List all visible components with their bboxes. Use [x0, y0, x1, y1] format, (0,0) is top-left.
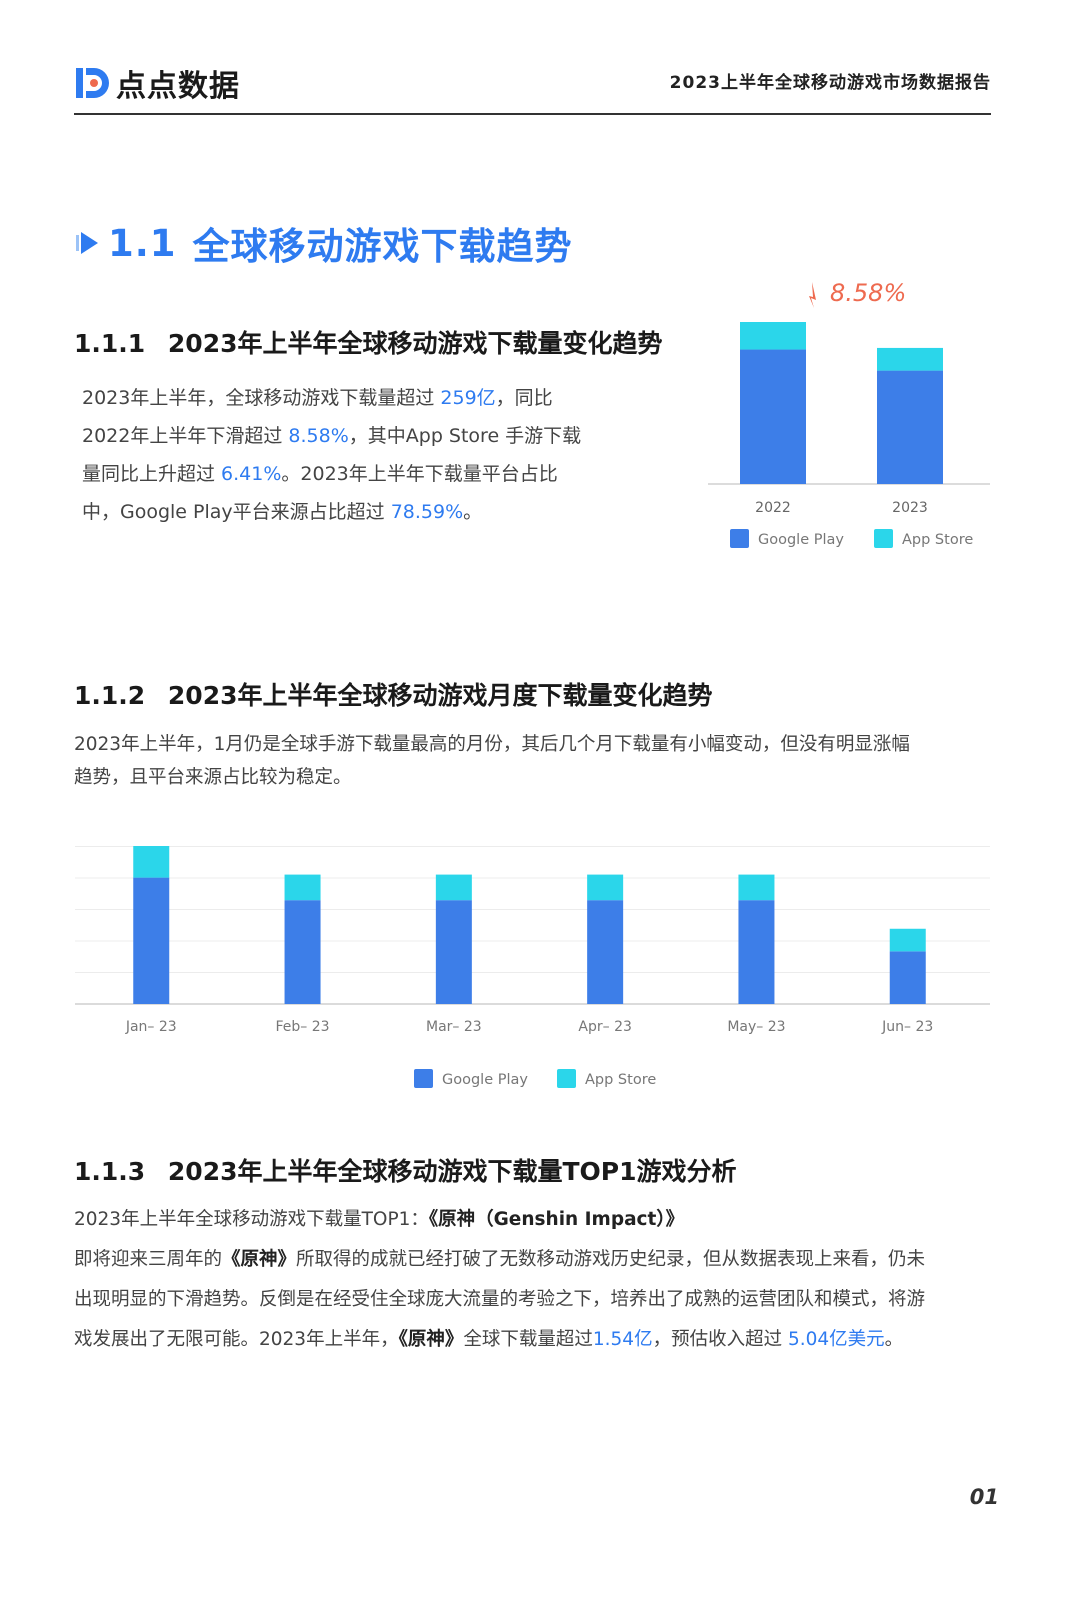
game-title: 《原神》: [222, 1249, 297, 1270]
text-segment: 2023年上半年，全球移动游戏下载量超过: [82, 387, 441, 409]
bar-google-play: [889, 951, 926, 1004]
paragraph-111: 2023年上半年，全球移动游戏下载量超过 259亿，同比 2022年上半年下滑超过…: [82, 379, 662, 531]
text-segment: 中，Google Play平台来源占比超过: [82, 501, 391, 523]
paragraph-line: 量同比上升超过 6.41%。2023年上半年下载量平台占比: [82, 455, 662, 493]
section-heading: 全球移动游戏下载趋势: [192, 225, 573, 268]
paragraph-line: 趋势，且平台来源占比较为稳定。: [74, 767, 352, 788]
paragraph-line: 出现明显的下滑趋势。反倒是在经受住全球庞大流量的考验之下，培养出了成熟的运营团队…: [74, 1280, 1014, 1320]
subsection-number: 1.1.2: [74, 681, 146, 710]
legend-swatch: [730, 529, 749, 548]
logo-text: 点点数据: [116, 69, 240, 104]
legend-label: Google Play: [442, 1072, 528, 1088]
x-tick-label: 2023: [892, 500, 928, 516]
x-tick-label: Jan– 23: [125, 1019, 177, 1035]
text-segment: 。: [884, 1329, 904, 1350]
paragraph-112: 2023年上半年，1月仍是全球手游下载量最高的月份，其后几个月下载量有小幅变动，…: [74, 728, 1004, 794]
bar-google-play: [877, 370, 943, 484]
text-segment: 戏发展出了无限可能。2023年上半年，: [74, 1329, 399, 1350]
text-segment: 。2023年上半年下载量平台占比: [281, 463, 558, 485]
down-arrow-icon: [809, 282, 816, 308]
subsection-title-112: 1.1.2 2023年上半年全球移动游戏月度下载量变化趋势: [74, 676, 713, 712]
legend-swatch: [414, 1069, 433, 1088]
highlight-value: 78.59%: [390, 501, 464, 523]
text-segment: 量同比上升超过: [82, 463, 222, 485]
text-segment: ，同比: [495, 387, 553, 409]
bar-google-play: [738, 900, 775, 1004]
highlight-value: 5.04亿美元: [787, 1329, 885, 1350]
bar-app-store: [889, 928, 926, 952]
logo: 点点数据: [74, 62, 240, 104]
paragraph-line: 中，Google Play平台来源占比超过 78.59%。: [82, 493, 662, 531]
section-title: 1.1 全球移动游戏下载趋势: [76, 216, 573, 270]
subsection-heading: 2023年上半年全球移动游戏下载量TOP1游戏分析: [167, 1157, 737, 1186]
bar-google-play: [435, 900, 472, 1004]
x-tick-label: Feb– 23: [276, 1019, 330, 1035]
highlight-value: 6.41%: [221, 463, 282, 485]
legend-swatch: [557, 1069, 576, 1088]
x-tick-label: Jun– 23: [881, 1019, 933, 1035]
paragraph-line: 戏发展出了无限可能。2023年上半年，《原神》全球下载量超过1.54亿，预估收入…: [74, 1320, 1014, 1360]
page-number: 01: [969, 1485, 999, 1509]
bar-app-store: [738, 874, 775, 901]
paragraph-line: 2023年上半年全球移动游戏下载量TOP1：《原神（Genshin Impact…: [74, 1200, 1014, 1240]
section-number: 1.1: [108, 221, 177, 265]
highlight-value: 8.58%: [288, 425, 349, 447]
text-segment: 。: [463, 501, 483, 523]
legend-label: App Store: [902, 532, 973, 548]
bar-google-play: [133, 877, 170, 1004]
highlight-value: 1.54亿: [592, 1329, 653, 1350]
text-segment: ，预估收入超过: [652, 1329, 788, 1350]
bar-google-play: [284, 900, 321, 1004]
paragraph-line: 2022年上半年下滑超过 8.58%，其中App Store 手游下载: [82, 417, 662, 455]
game-title: 《原神（Genshin Impact）》: [428, 1209, 685, 1230]
logo-icon: [76, 68, 109, 98]
legend-label: App Store: [585, 1072, 656, 1088]
bar-app-store: [133, 846, 170, 878]
bar-app-store: [435, 874, 472, 901]
game-title: 《原神》: [398, 1329, 464, 1350]
play-arrow-icon: [76, 232, 98, 254]
bar-google-play: [740, 349, 806, 484]
bar-app-store: [740, 322, 806, 350]
subsection-heading: 2023年上半年全球移动游戏月度下载量变化趋势: [167, 681, 713, 710]
decline-annotation: 8.58%: [830, 279, 906, 307]
x-tick-label: Apr– 23: [578, 1019, 631, 1035]
legend-label: Google Play: [758, 532, 844, 548]
text-segment: 所取得的成就已经打破了无数移动游戏历史纪录，但从数据表现上来看，仍未: [296, 1249, 926, 1270]
subsection-title-113: 1.1.3 2023年上半年全球移动游戏下载量TOP1游戏分析: [74, 1152, 737, 1188]
x-tick-label: Mar– 23: [426, 1019, 482, 1035]
text-segment: ，其中App Store 手游下载: [348, 425, 582, 447]
yearly-download-chart: 2022 2023 8.58% Google Play App Store: [708, 279, 990, 548]
paragraph-line: 2023年上半年，1月仍是全球手游下载量最高的月份，其后几个月下载量有小幅变动，…: [74, 734, 910, 755]
subsection-title-111: 1.1.1 2023年上半年全球移动游戏下载量变化趋势: [74, 324, 663, 360]
paragraph-line: 即将迎来三周年的《原神》所取得的成就已经打破了无数移动游戏历史纪录，但从数据表现…: [74, 1240, 1014, 1280]
subsection-number: 1.1.1: [74, 329, 146, 358]
bar-google-play: [587, 900, 624, 1004]
bar-app-store: [877, 347, 943, 371]
subsection-heading: 2023年上半年全球移动游戏下载量变化趋势: [167, 329, 663, 358]
text-segment: 全球下载量超过: [463, 1329, 593, 1350]
bar-app-store: [587, 874, 624, 901]
subsection-number: 1.1.3: [74, 1157, 146, 1186]
text-segment: 2023年上半年全球移动游戏下载量TOP1：: [74, 1209, 429, 1230]
paragraph-line: 2023年上半年，全球移动游戏下载量超过 259亿，同比: [82, 379, 662, 417]
x-tick-label: 2022: [755, 500, 791, 516]
x-tick-label: May– 23: [727, 1019, 785, 1035]
paragraph-113: 2023年上半年全球移动游戏下载量TOP1：《原神（Genshin Impact…: [74, 1200, 1014, 1360]
text-segment: 即将迎来三周年的: [74, 1249, 223, 1270]
report-title: 2023上半年全球移动游戏市场数据报告: [669, 73, 991, 93]
monthly-download-chart: Jan– 23 Feb– 23 Mar– 23 Apr– 23 May– 23 Jun– …: [75, 846, 990, 1088]
text-segment: 出现明显的下滑趋势。反倒是在经受住全球庞大流量的考验之下，培养出了成熟的运营团队…: [74, 1289, 926, 1310]
bar-app-store: [284, 874, 321, 901]
legend-swatch: [874, 529, 893, 548]
header-divider: [74, 113, 991, 115]
highlight-value: 259亿: [440, 387, 496, 409]
text-segment: 2022年上半年下滑超过: [82, 425, 289, 447]
